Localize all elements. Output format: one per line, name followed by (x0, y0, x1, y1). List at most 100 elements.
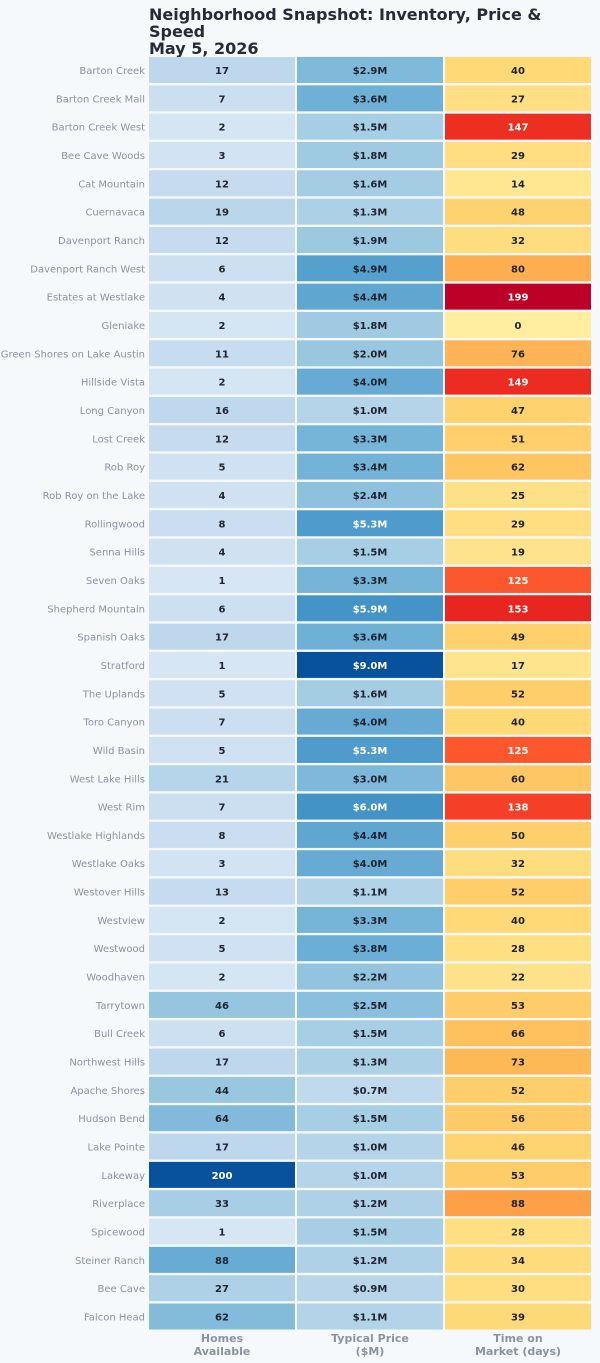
days-cell (445, 226, 591, 253)
homes-cell-value: 17 (215, 66, 229, 77)
price-cell-value: $1.9M (353, 236, 388, 247)
price-cell (297, 1246, 443, 1273)
homes-cell-value: 17 (215, 1143, 229, 1154)
homes-cell (149, 651, 295, 678)
homes-cell (149, 57, 295, 83)
homes-cell (149, 1105, 295, 1132)
days-cell (445, 651, 591, 678)
days-cell (445, 283, 591, 310)
price-cell-value: $2.2M (353, 973, 388, 984)
price-cell-value: $0.9M (353, 1284, 388, 1295)
homes-cell (149, 991, 295, 1018)
price-cell (297, 1190, 443, 1217)
price-cell (297, 481, 443, 508)
price-cell-value: $1.1M (353, 1313, 388, 1324)
days-cell (445, 878, 591, 905)
homes-cell-value: 64 (215, 1114, 229, 1125)
price-cell (297, 595, 443, 622)
row-label: Tarrytown (95, 1001, 145, 1012)
days-cell (445, 538, 591, 565)
homes-cell-value: 4 (219, 293, 226, 304)
days-cell (445, 510, 591, 537)
price-cell-value: $1.2M (353, 1256, 388, 1267)
price-cell (297, 991, 443, 1018)
homes-cell-value: 12 (215, 434, 229, 445)
price-cell-value: $4.0M (353, 378, 388, 389)
price-cell (297, 793, 443, 820)
row-label: Spanish Oaks (77, 633, 145, 644)
price-cell-value: $5.9M (353, 604, 388, 615)
price-cell (297, 57, 443, 83)
days-cell (445, 1303, 591, 1330)
homes-cell-value: 11 (215, 349, 229, 360)
days-cell (445, 566, 591, 593)
days-cell-value: 22 (511, 973, 525, 984)
days-cell-value: 147 (508, 123, 529, 134)
days-cell-value: 53 (511, 1171, 525, 1182)
price-cell-value: $2.5M (353, 1001, 388, 1012)
homes-cell (149, 198, 295, 225)
homes-cell-value: 200 (212, 1171, 233, 1182)
days-cell-value: 14 (511, 179, 525, 190)
homes-cell-value: 1 (219, 661, 226, 672)
price-cell (297, 736, 443, 763)
days-cell-value: 50 (511, 831, 525, 842)
homes-cell (149, 453, 295, 480)
homes-cell (149, 425, 295, 452)
days-cell-value: 149 (508, 378, 529, 389)
days-cell-value: 17 (511, 661, 525, 672)
homes-cell-value: 3 (219, 859, 226, 870)
price-cell-value: $1.8M (353, 321, 388, 332)
homes-cell-value: 4 (219, 491, 226, 502)
days-cell-value: 46 (511, 1143, 525, 1154)
column-header-line2: Market (days) (475, 1345, 561, 1358)
days-cell (445, 396, 591, 423)
price-cell (297, 453, 443, 480)
price-cell-value: $3.4M (353, 463, 388, 474)
days-cell-value: 76 (511, 349, 525, 360)
days-cell (445, 935, 591, 962)
homes-cell (149, 510, 295, 537)
days-cell (445, 1161, 591, 1188)
price-cell-value: $6.0M (353, 803, 388, 814)
days-cell (445, 198, 591, 225)
homes-cell (149, 1020, 295, 1047)
row-label: The Uplands (82, 689, 145, 700)
days-cell (445, 765, 591, 792)
homes-cell (149, 481, 295, 508)
days-cell-value: 40 (511, 916, 525, 927)
homes-cell-value: 7 (219, 718, 226, 729)
price-cell-value: $5.3M (353, 746, 388, 757)
homes-cell-value: 2 (219, 123, 226, 134)
days-cell-value: 32 (511, 859, 525, 870)
days-cell-value: 125 (508, 746, 529, 757)
price-cell (297, 113, 443, 140)
row-label: Lost Creek (92, 434, 145, 445)
homes-cell (149, 1246, 295, 1273)
homes-cell-value: 13 (215, 888, 229, 899)
days-cell (445, 821, 591, 848)
price-cell (297, 1275, 443, 1302)
days-cell (445, 1190, 591, 1217)
days-cell-value: 25 (511, 491, 525, 502)
price-cell (297, 340, 443, 367)
row-label: Riverplace (92, 1199, 145, 1210)
price-cell (297, 651, 443, 678)
homes-cell (149, 878, 295, 905)
homes-cell (149, 368, 295, 395)
homes-cell (149, 623, 295, 650)
row-label: Westlake Oaks (72, 859, 145, 870)
homes-cell-value: 3 (219, 151, 226, 162)
homes-cell-value: 62 (215, 1313, 229, 1324)
days-cell-value: 29 (511, 519, 525, 530)
row-label: Rollingwood (85, 519, 145, 530)
homes-cell (149, 311, 295, 338)
homes-cell (149, 85, 295, 112)
price-cell (297, 963, 443, 990)
row-label: Shepherd Mountain (47, 604, 145, 615)
row-label: Lake Pointe (88, 1143, 145, 1154)
days-cell (445, 850, 591, 877)
row-label: Gleniake (101, 321, 145, 332)
price-cell-value: $1.6M (353, 179, 388, 190)
row-label: Cuernavaca (85, 208, 145, 219)
